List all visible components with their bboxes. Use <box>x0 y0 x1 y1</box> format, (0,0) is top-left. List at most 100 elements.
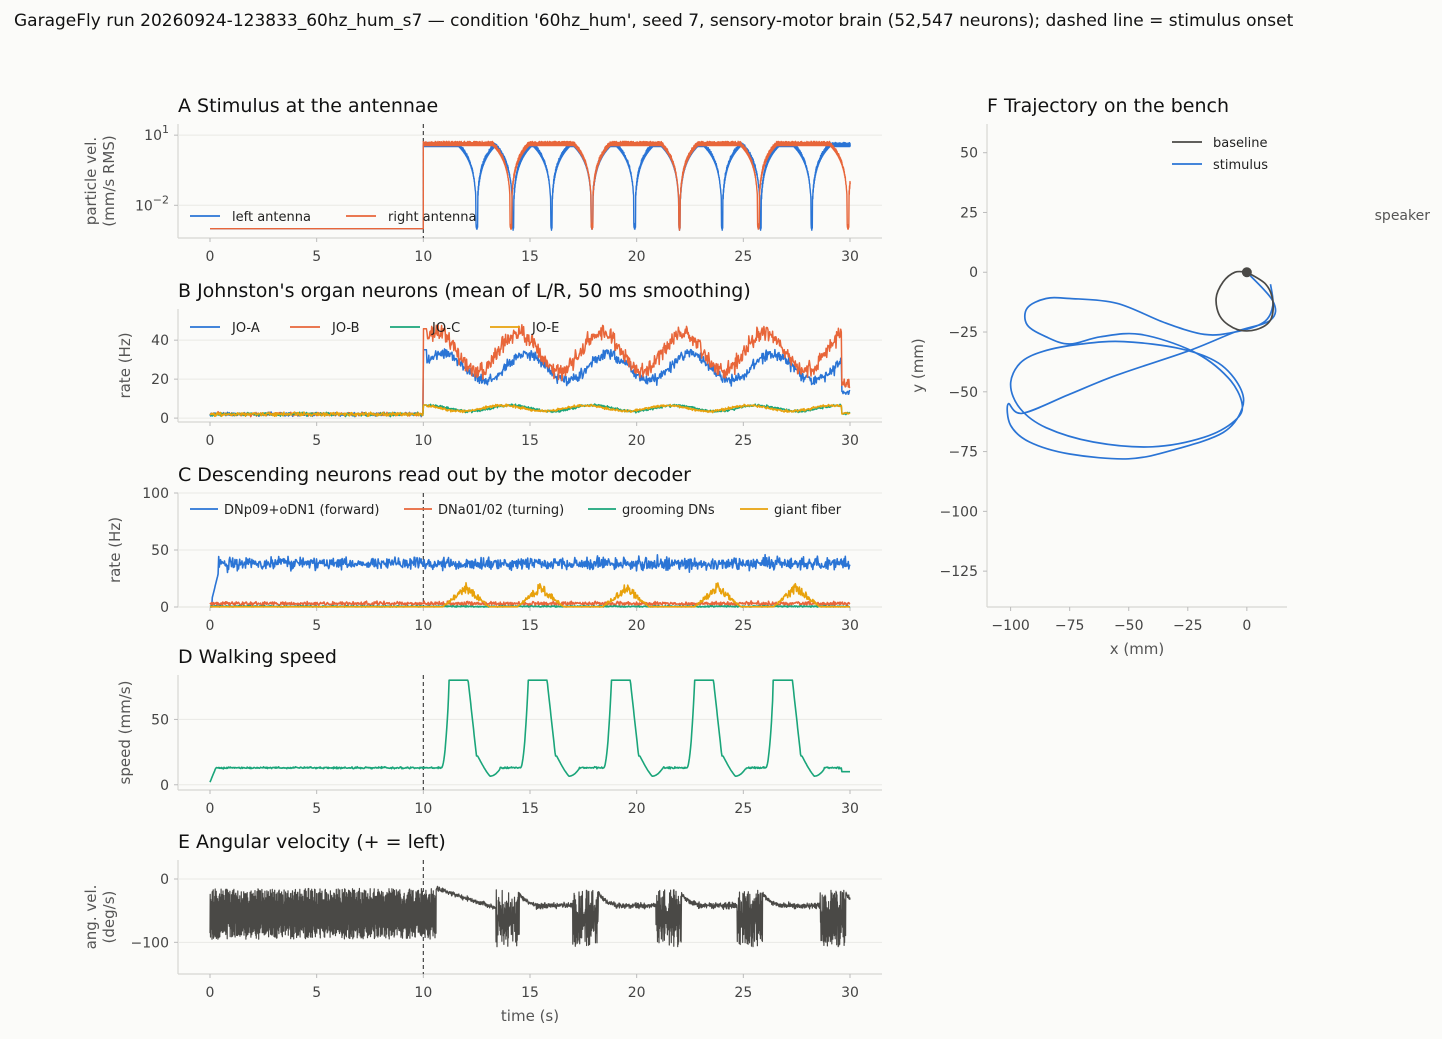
jo-trace-1 <box>209 324 851 418</box>
panel-title: E Angular velocity (+ = left) <box>178 831 446 853</box>
y-axis-label: ang. vel. <box>82 885 100 950</box>
x-tick-label: 30 <box>841 801 859 817</box>
x-tick-label: 30 <box>841 985 859 1001</box>
y-axis-label: speed (mm/s) <box>116 681 134 785</box>
y-tick-label: 0 <box>160 872 169 888</box>
x-tick-label: 5 <box>312 985 321 1001</box>
panel-title: A Stimulus at the antennae <box>178 95 438 117</box>
y-tick-label: −25 <box>948 325 978 341</box>
x-tick-label: −25 <box>1173 618 1203 634</box>
y-axis-label: rate (Hz) <box>116 332 134 398</box>
dn-trace-0 <box>209 553 851 608</box>
legend-label: JO-A <box>231 321 260 336</box>
x-tick-label: 5 <box>312 433 321 449</box>
x-tick-label: −75 <box>1055 618 1085 634</box>
dn-trace-1 <box>209 600 851 608</box>
legend-label: grooming DNs <box>622 503 715 518</box>
x-tick-label: 30 <box>841 618 859 634</box>
x-tick-label: 25 <box>734 801 752 817</box>
x-tick-label: 30 <box>841 433 859 449</box>
y-tick-label: 50 <box>960 146 978 162</box>
panel-title: F Trajectory on the bench <box>987 95 1229 117</box>
jo-trace-0 <box>209 348 851 418</box>
y-tick-label: 101 <box>144 123 169 144</box>
trajectory-baseline-path <box>1215 270 1275 332</box>
x-tick-label: 10 <box>414 249 432 265</box>
x-tick-label: 20 <box>628 433 646 449</box>
legend-label: DNa01/02 (turning) <box>438 503 564 518</box>
x-tick-label: 0 <box>206 985 215 1001</box>
y-tick-label: 0 <box>160 778 169 794</box>
figure-suptitle: GarageFly run 20260924-123833_60hz_hum_s… <box>14 11 1294 31</box>
panel-title: D Walking speed <box>178 646 337 668</box>
y-axis-label: particle vel. <box>82 137 100 225</box>
panel-b-johnstons-organ-chart: B Johnston's organ neurons (mean of L/R,… <box>116 280 882 449</box>
y-tick-label: 0 <box>160 411 169 427</box>
x-tick-label: −100 <box>991 618 1029 634</box>
x-tick-label: 20 <box>628 249 646 265</box>
x-tick-label: 10 <box>414 618 432 634</box>
walking-speed-trace <box>209 679 851 783</box>
x-tick-label: 15 <box>521 249 539 265</box>
jo-trace-3 <box>209 403 851 418</box>
y-tick-label: 100 <box>142 486 169 502</box>
trajectory-start-marker <box>1241 267 1252 278</box>
legend-label: JO-C <box>431 321 460 336</box>
y-axis-label: (deg/s) <box>100 891 118 944</box>
x-tick-label: −50 <box>1114 618 1144 634</box>
panel-f-trajectory-chart: F Trajectory on the bench −100 −75 −50 −25 0 5… <box>909 95 1430 658</box>
y-tick-label: 50 <box>151 543 169 559</box>
x-tick-label: 10 <box>414 985 432 1001</box>
legend-label: giant fiber <box>774 503 842 518</box>
speaker-annotation: speaker <box>1375 208 1431 224</box>
x-tick-label: 0 <box>1242 618 1251 634</box>
y-tick-label: −100 <box>940 504 978 520</box>
x-axis-label: time (s) <box>501 1007 559 1025</box>
y-axis-label: y (mm) <box>909 338 927 393</box>
panel-d-walking-speed-chart: D Walking speed 0 5 10 15 20 25 30 0 50 speed (mm/… <box>116 646 882 817</box>
y-tick-label: −125 <box>940 564 978 580</box>
x-tick-label: 15 <box>521 801 539 817</box>
x-tick-label: 20 <box>628 801 646 817</box>
y-tick-label: 0 <box>969 265 978 281</box>
x-tick-label: 25 <box>734 433 752 449</box>
panel-a-stimulus-chart: A Stimulus at the antennae 0 5 10 15 20 25 30 10… <box>82 95 882 265</box>
panel-c-descending-neurons-chart: C Descending neurons read out by the mot… <box>106 464 882 634</box>
x-tick-label: 25 <box>734 985 752 1001</box>
x-tick-label: 25 <box>734 618 752 634</box>
y-tick-label: 40 <box>151 333 169 349</box>
x-tick-label: 15 <box>521 985 539 1001</box>
legend-label: right antenna <box>388 210 476 225</box>
legend-label: DNp09+oDN1 (forward) <box>224 503 380 518</box>
legend-label: JO-E <box>531 321 559 336</box>
x-tick-label: 25 <box>734 249 752 265</box>
y-axis-label: (mm/s RMS) <box>100 135 118 226</box>
x-tick-label: 0 <box>206 433 215 449</box>
y-tick-label: 10−2 <box>135 193 169 214</box>
x-tick-label: 30 <box>841 249 859 265</box>
y-tick-label: 50 <box>151 712 169 728</box>
y-tick-label: 20 <box>151 372 169 388</box>
x-tick-label: 20 <box>628 618 646 634</box>
panel-title: B Johnston's organ neurons (mean of L/R,… <box>178 280 751 302</box>
x-axis-label: x (mm) <box>1110 640 1165 658</box>
y-tick-label: −50 <box>948 385 978 401</box>
x-tick-label: 20 <box>628 985 646 1001</box>
x-tick-label: 10 <box>414 433 432 449</box>
x-tick-label: 10 <box>414 801 432 817</box>
x-tick-label: 15 <box>521 433 539 449</box>
legend-label: left antenna <box>232 210 311 225</box>
legend-label: JO-B <box>331 321 360 336</box>
stimulus-trace-right <box>210 140 851 231</box>
x-tick-label: 0 <box>206 801 215 817</box>
x-tick-label: 0 <box>206 618 215 634</box>
y-tick-label: −100 <box>131 935 169 951</box>
x-tick-label: 5 <box>312 618 321 634</box>
dn-trace-3 <box>209 582 851 608</box>
panel-title: C Descending neurons read out by the mot… <box>178 464 691 486</box>
legend-label: stimulus <box>1213 158 1268 173</box>
x-tick-label: 15 <box>521 618 539 634</box>
legend-label: baseline <box>1213 136 1267 151</box>
x-tick-label: 5 <box>312 249 321 265</box>
